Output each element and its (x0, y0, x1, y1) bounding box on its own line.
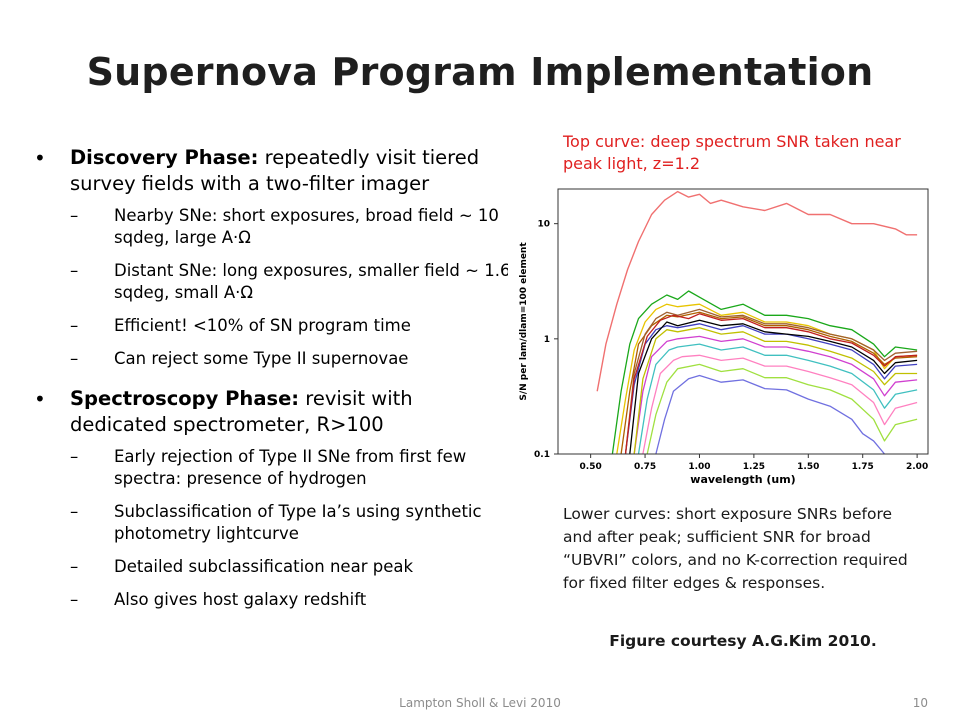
x-tick-label: 1.00 (688, 462, 710, 472)
plot-frame (557, 188, 929, 455)
series-line-2 (611, 290, 918, 455)
sub-bullet: – Nearby SNe: short exposures, broad fiel… (70, 206, 499, 247)
series-line-6 (633, 335, 918, 455)
bullet-lead: Spectroscopy Phase: (70, 387, 300, 410)
series-line-11 (624, 308, 918, 455)
x-axis-label: wavelength (um) (690, 473, 795, 486)
series-line-13 (629, 319, 918, 455)
series-line-14 (624, 313, 918, 455)
x-tick-label: 1.25 (743, 462, 765, 472)
y-axis-ticks: 0.1 1 10 (534, 220, 558, 460)
series-line-1 (596, 190, 918, 392)
x-tick-label: 1.50 (797, 462, 819, 472)
sub-bullet: – Also gives host galaxy redshift (70, 590, 367, 609)
bullet-text: repeatedly visit tiered survey fields wi… (70, 146, 480, 195)
x-tick-label: 0.50 (580, 462, 602, 472)
sub-bullet-list: – Nearby SNe: short exposures, broad fiel… (70, 205, 514, 370)
x-tick-label: 1.75 (852, 462, 874, 472)
series-line-7 (637, 343, 918, 455)
bullet-discovery-phase: • Discovery Phase: repeatedly visit tier… (34, 145, 514, 370)
series-line-10 (655, 374, 885, 455)
x-tick-label: 0.75 (634, 462, 656, 472)
sub-bullet: – Can reject some Type II supernovae (70, 349, 409, 368)
series-line-12 (633, 327, 918, 455)
sub-bullet-list: – Early rejection of Type II SNe from fir… (70, 446, 514, 611)
bullet-spectroscopy-phase: • Spectroscopy Phase: revisit with dedic… (34, 386, 514, 611)
series-lines (596, 190, 918, 455)
sub-bullet: – Detailed subclassification near peak (70, 557, 414, 576)
bullet-dot: • (34, 146, 46, 170)
sub-bullet: – Distant SNe: long exposures, smaller fi… (70, 261, 511, 302)
y-axis-label: S/N per lam/dlam=100 element (519, 242, 529, 401)
sub-bullet: – Efficient! <10% of SN program time (70, 316, 411, 335)
sub-bullet: – Early rejection of Type II SNe from fir… (70, 447, 467, 488)
x-axis-ticks: 0.50 0.75 1.00 1.25 1.50 1.75 2.00 (580, 454, 928, 472)
slide-title: Supernova Program Implementation (86, 50, 874, 94)
top-curve-caption: Top curve: deep spectrum SNR taken near … (563, 132, 901, 173)
snr-chart: 0.50 0.75 1.00 1.25 1.50 1.75 2.00 0.1 1 10 wave… (508, 183, 940, 487)
snr-chart-svg: 0.50 0.75 1.00 1.25 1.50 1.75 2.00 0.1 1 10 wave… (508, 183, 940, 487)
series-line-5 (624, 323, 918, 455)
lower-curves-caption: Lower curves: short exposure SNRs before… (563, 505, 908, 592)
y-tick-label: 1 (544, 335, 550, 345)
sub-bullet: – Subclassification of Type Ia’s using sy… (70, 502, 482, 543)
x-tick-label: 2.00 (906, 462, 928, 472)
series-line-9 (646, 363, 918, 455)
bullet-text: revisit with dedicated spectrometer, R>1… (70, 387, 413, 436)
bullet-lead: Discovery Phase: (70, 146, 259, 169)
page-number: 10 (912, 696, 928, 710)
y-tick-label: 0.1 (534, 450, 550, 460)
figure-courtesy: Figure courtesy A.G.Kim 2010. (609, 632, 877, 650)
bullet-list: • Discovery Phase: repeatedly visit tier… (34, 145, 514, 627)
footer-credit: Lampton Sholl & Levi 2010 (399, 696, 561, 710)
y-tick-label: 10 (537, 220, 550, 230)
series-line-8 (642, 354, 918, 455)
bullet-dot: • (34, 387, 46, 411)
